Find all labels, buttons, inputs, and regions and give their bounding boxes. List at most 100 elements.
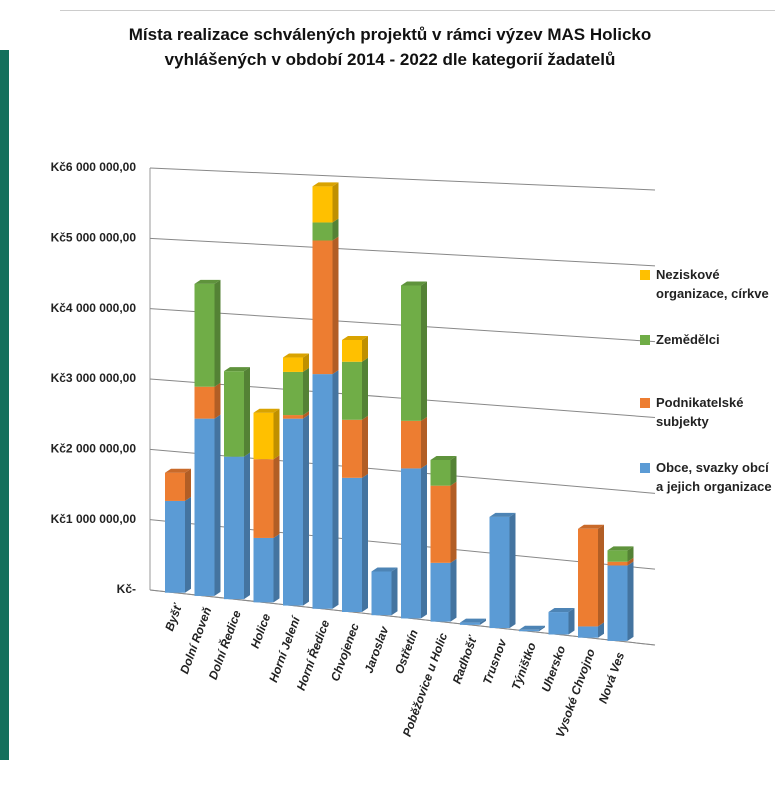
x-tick-label: Jaroslav <box>361 623 391 675</box>
bar <box>312 374 333 609</box>
grid-line <box>149 237 656 267</box>
chart-title: Místa realizace schválených projektů v r… <box>128 25 652 69</box>
bar-top <box>224 367 250 372</box>
bar-side <box>509 512 516 629</box>
bar-side <box>598 622 604 638</box>
bar <box>253 459 274 538</box>
bar <box>548 612 569 635</box>
bar <box>283 415 303 419</box>
x-tick-label: Týništko <box>509 641 539 692</box>
bar-side <box>273 533 280 603</box>
bar <box>194 386 215 419</box>
bar-side <box>362 473 368 612</box>
bar <box>430 485 451 563</box>
bar-side <box>273 408 280 460</box>
bar <box>283 357 303 372</box>
bar-side <box>332 370 339 609</box>
bar-side <box>303 367 309 416</box>
bar-side <box>214 279 221 387</box>
bar-side <box>273 455 280 538</box>
bar <box>165 500 185 593</box>
legend-label: Obce, svazky obcí a jejich organizace <box>656 460 772 494</box>
bar-side <box>362 415 368 478</box>
bar-side <box>185 468 191 501</box>
bar <box>401 468 421 619</box>
y-tick-label: Kč2 000 000,00 <box>51 442 137 456</box>
bar <box>460 622 480 625</box>
bar <box>283 418 303 606</box>
bar-side <box>332 236 339 375</box>
bar-side <box>539 625 545 632</box>
bar <box>342 361 362 420</box>
legend-swatch <box>640 335 650 345</box>
bar-top <box>607 546 634 551</box>
x-tick-label: Trusnov <box>480 636 510 686</box>
bar-top <box>519 625 545 630</box>
bar <box>489 516 510 629</box>
bar-top <box>283 353 309 358</box>
bar-side <box>598 524 604 627</box>
bar-side <box>450 558 457 622</box>
bar-top <box>342 336 368 340</box>
bar <box>607 550 628 562</box>
bar <box>342 419 362 478</box>
bar-top <box>401 281 427 286</box>
bar-top <box>578 524 604 529</box>
x-tick-label: Horní Jelení <box>266 613 303 684</box>
bar <box>371 571 392 616</box>
y-tick-label: Kč- <box>117 582 136 596</box>
bar-side <box>421 281 427 421</box>
top-rule <box>60 10 775 11</box>
x-tick-label: Ostřetín <box>392 628 421 676</box>
bar-top <box>430 455 457 460</box>
bar-side <box>627 557 634 566</box>
bar <box>430 459 451 486</box>
bar <box>194 283 215 387</box>
bar <box>253 412 274 460</box>
bar-side <box>303 411 309 419</box>
bar-top <box>371 567 398 572</box>
bar-side <box>568 608 575 635</box>
bar <box>607 565 628 641</box>
y-tick-label: Kč1 000 000,00 <box>51 512 137 526</box>
side-strip <box>0 50 9 760</box>
x-tick-label: Dolní Roveň <box>177 605 214 676</box>
bar <box>342 477 362 612</box>
bar-side <box>244 452 250 600</box>
x-tick-label: Byšť <box>162 601 185 633</box>
bar <box>342 340 362 362</box>
legend-label: Zemědělci <box>656 332 720 347</box>
bar-top <box>194 279 221 284</box>
bar <box>607 561 628 566</box>
y-tick-label: Kč5 000 000,00 <box>51 231 137 245</box>
bar <box>401 420 421 469</box>
bar <box>312 186 333 223</box>
legend-swatch <box>640 398 650 408</box>
bar-top <box>165 468 191 473</box>
bar-side <box>450 481 457 563</box>
bar-side <box>214 382 221 419</box>
bar-top <box>548 608 575 613</box>
bar-side <box>214 414 221 596</box>
bar-side <box>480 618 486 625</box>
bar <box>312 222 333 241</box>
bar <box>312 240 333 375</box>
bar-side <box>627 561 634 641</box>
bar-side <box>303 414 309 606</box>
bar <box>519 629 539 632</box>
bar-side <box>450 455 457 486</box>
bar-side <box>421 464 427 619</box>
x-tick-label: Uhersko <box>539 644 569 694</box>
y-tick-label: Kč4 000 000,00 <box>51 301 137 315</box>
legend-label: Podnikatelské subjekty <box>656 395 744 429</box>
bar <box>430 562 451 622</box>
bar <box>401 285 421 421</box>
bar-top <box>312 182 339 187</box>
legend-label: Neziskové organizace, církve <box>656 267 769 301</box>
y-tick-label: Kč6 000 000,00 <box>51 160 137 174</box>
bar-side <box>627 546 634 562</box>
bar-side <box>391 567 398 616</box>
bar <box>165 472 185 501</box>
